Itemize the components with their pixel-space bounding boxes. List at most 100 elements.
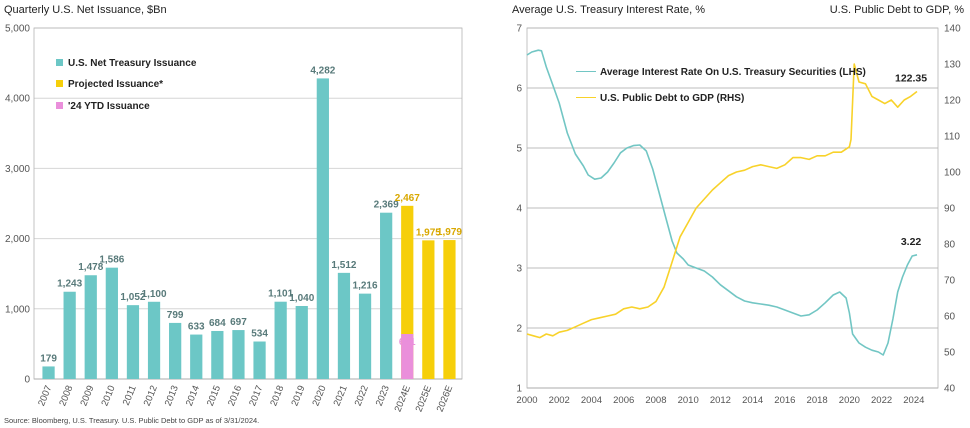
x-tick-label: 2011 [121,384,139,407]
bar [274,301,287,379]
bar [147,301,161,379]
y-tick-label: 4,000 [5,94,30,105]
y-tick-label-rhs: 70 [944,276,956,287]
legend-item-projected: Projected Issuance* [56,79,163,90]
legend-line-debt-to-gdp [576,97,596,98]
x-tick-label: 2018 [807,395,828,406]
bar-data-label: 1,975 [416,227,441,238]
series-end-label: 3.22 [901,236,922,248]
x-tick-label: 2024 [903,395,924,406]
bar [211,330,224,379]
legend-label-ytd: '24 YTD Issuance [68,101,150,112]
bar [316,78,329,380]
x-tick-label: 2016 [226,384,244,408]
bar [337,272,351,379]
bar-data-label: 1,586 [99,255,124,266]
bar [401,334,414,379]
y-tick-label-lhs: 3 [516,264,522,275]
bar-data-label: 1,101 [268,289,293,300]
bar-data-label: 633 [188,322,205,333]
bar [295,305,308,379]
plot-frame [33,27,463,380]
debt-to-gdp-line [526,63,918,339]
y-tick-label-rhs: 110 [944,132,960,143]
y-tick-label-rhs: 120 [944,96,961,107]
bar [253,341,266,379]
x-tick-label: 2012 [142,384,160,408]
x-tick-label: 2007 [36,384,54,408]
bar [105,267,118,379]
legend-label-interest-rate: Average Interest Rate On U.S. Treasury S… [600,67,866,78]
y-tick-label: 2,000 [5,234,30,245]
x-tick-label: 2022 [353,384,371,408]
bar-data-label: 1,052 [120,292,145,303]
x-tick-label: 2010 [100,384,118,408]
y-tick-label: 3,000 [5,164,30,175]
y-tick-label-lhs: 2 [516,324,522,335]
bar [169,322,182,379]
x-tick-label: 2025E [414,384,434,414]
bar-data-label: 1,478 [78,262,103,273]
y-tick-label: 0 [24,375,30,386]
y-tick-label-rhs: 50 [944,348,956,359]
bar-data-label: 1,216 [353,281,378,292]
bar [63,291,76,379]
x-tick-label: 2009 [78,384,96,408]
x-tick-label: 2015 [205,384,223,408]
bar-data-label: 179 [40,353,57,364]
bar [126,305,140,379]
bar-data-label: 641 [399,337,416,348]
bar [380,212,393,379]
y-tick-label-rhs: 90 [944,204,956,215]
bar [358,293,372,379]
y-tick-label-lhs: 1 [516,384,522,395]
bar-data-label: 2,369 [374,200,399,211]
bar-data-label: 1,979 [437,227,462,238]
legend-line-interest-rate [576,71,596,72]
y-tick-label-lhs: 4 [516,204,522,215]
bar-data-label: 799 [167,310,184,321]
x-tick-label: 2019 [289,384,307,408]
plot-frame [526,27,939,389]
net-issuance-bar-chart: 0 1,000 2,000 3,000 4,000 5,000 179 2007 1,243 20… [5,24,463,414]
bar-data-label: 697 [230,317,247,328]
x-tick-label: 2004 [581,395,602,406]
x-tick-label: 2024E [393,384,413,414]
x-tick-label: 2012 [710,395,731,406]
bar [443,240,456,379]
x-tick-label: 2006 [613,395,634,406]
bar-data-label: 1,100 [142,289,167,300]
legend-swatch-net-issuance [56,59,63,66]
x-tick-label: 2026E [435,384,455,414]
x-tick-label: 2000 [516,395,537,406]
x-tick-label: 2021 [332,384,350,408]
bar-data-label: 1,512 [331,260,356,271]
legend-label-projected: Projected Issuance* [68,79,164,90]
x-tick-label: 2018 [268,384,286,408]
legend-item-net-issuance: U.S. Net Treasury Issuance [56,58,196,69]
bar [422,240,435,379]
x-tick-label: 2014 [742,395,763,406]
legend-label-net-issuance: U.S. Net Treasury Issuance [68,58,197,69]
x-tick-label: 2016 [774,395,795,406]
x-tick-label: 2002 [549,395,570,406]
y-tick-label-rhs: 130 [944,60,961,71]
source-note: Source: Bloomberg, U.S. Treasury. U.S. P… [4,416,260,425]
x-tick-label: 2008 [645,395,666,406]
legend-item-ytd: '24 YTD Issuance [56,101,150,112]
x-tick-label: 2013 [163,384,181,408]
y-tick-label-rhs: 100 [944,168,961,179]
legend-item-interest-rate: Average Interest Rate On U.S. Treasury S… [576,67,866,78]
y-tick-label-rhs: 40 [944,384,956,395]
bar [232,330,245,379]
bar-data-label: 534 [251,329,268,340]
x-tick-label: 2010 [678,395,699,406]
legend-swatch-projected [56,80,63,87]
bar [42,366,55,379]
y-tick-label-rhs: 60 [944,312,956,323]
x-tick-label: 2023 [374,384,392,408]
bar [84,275,97,379]
legend-swatch-ytd [56,102,63,109]
bar [190,334,203,379]
y-tick-label-lhs: 7 [516,24,522,35]
